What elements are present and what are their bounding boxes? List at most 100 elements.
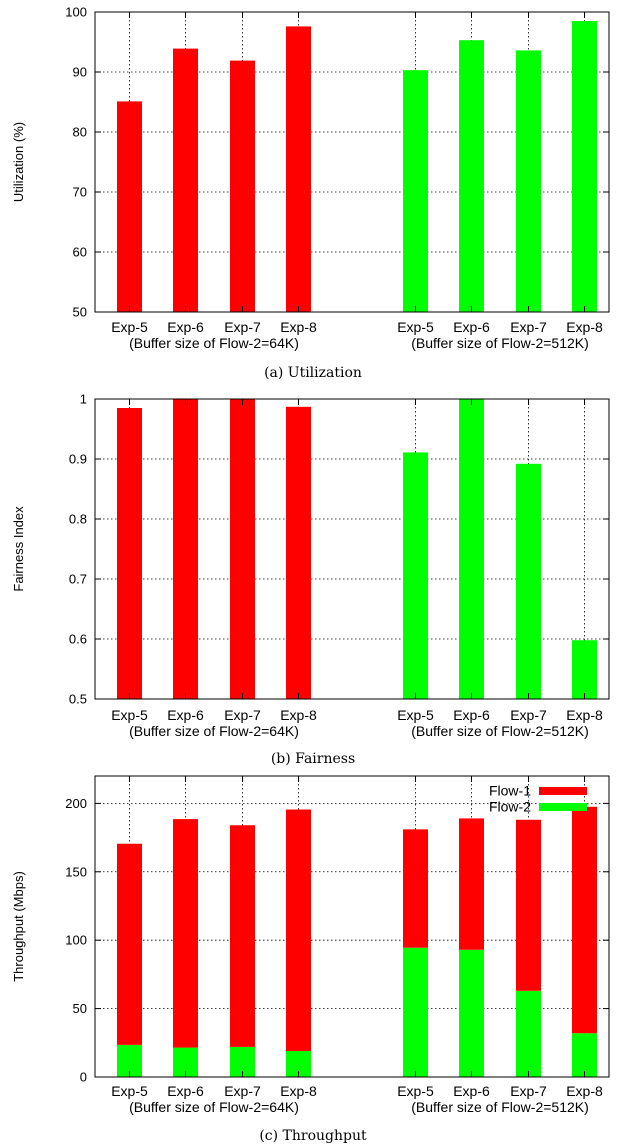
bar-flow-1-0 — [117, 843, 142, 1045]
bar-2 — [230, 399, 255, 699]
bar-flow-2-7 — [572, 1033, 597, 1077]
y-tick-label: 80 — [73, 125, 87, 140]
y-axis-label: Utilization (%) — [11, 122, 26, 202]
y-ticks: 0.5 0.6 0.7 0.8 0.9 1 — [69, 392, 609, 707]
x-tick-label: Exp-7 — [510, 707, 547, 723]
x-tick-label: Exp-8 — [566, 707, 603, 723]
bar-flow-2-6 — [516, 990, 541, 1077]
x-tick-label: Exp-7 — [224, 707, 261, 723]
bar-flow-1-7 — [572, 806, 597, 1034]
bar-flow-1-3 — [286, 809, 311, 1052]
bar-5 — [459, 399, 484, 699]
x-tick-label: Exp-7 — [510, 319, 547, 335]
bars — [117, 21, 597, 313]
y-axis-label: Throughput (Mbps) — [11, 871, 26, 982]
bar-flow-1-4 — [403, 829, 428, 948]
bar-4 — [403, 70, 428, 312]
x-tick-label: Exp-6 — [167, 707, 204, 723]
bar-flow-1-2 — [230, 825, 255, 1047]
plot-frame — [94, 775, 610, 1078]
y-tick-label: 150 — [65, 864, 87, 879]
y-tick-label: 70 — [73, 185, 87, 200]
x-tick-label: Exp-6 — [453, 319, 490, 335]
y-tick-label: 0.5 — [69, 692, 87, 707]
x-tick-label: Exp-5 — [397, 319, 434, 335]
bars — [117, 806, 597, 1077]
y-tick-label: 60 — [73, 245, 87, 260]
bar-2 — [230, 60, 255, 312]
plot-frame — [94, 11, 610, 313]
plot-frame — [94, 398, 610, 700]
x-tick-label: Exp-8 — [566, 319, 603, 335]
bar-7 — [572, 21, 597, 312]
bar-6 — [516, 463, 541, 699]
x-tick-label: Exp-5 — [111, 1083, 148, 1099]
y-ticks: 50 60 70 80 90 100 — [65, 5, 609, 320]
legend-label: Flow-1 — [489, 783, 531, 799]
x-tick-labels: Exp-5 Exp-6 Exp-7 Exp-8 Exp-5 Exp-6 Exp-7 Exp-8… — [111, 1083, 603, 1115]
bar-1 — [173, 399, 198, 699]
x-tick-label: Exp-8 — [566, 1083, 603, 1099]
chart-caption: (a) Utilization — [264, 365, 362, 381]
y-tick-label: 0.6 — [69, 632, 87, 647]
bar-flow-1-6 — [516, 819, 541, 991]
bar-0 — [117, 101, 142, 313]
group-label: (Buffer size of Flow-2=512K) — [411, 1099, 589, 1115]
bar-flow-1-1 — [173, 819, 198, 1048]
chart-caption: (b) Fairness — [271, 751, 355, 767]
y-tick-label: 200 — [65, 796, 87, 811]
group-label: (Buffer size of Flow-2=512K) — [411, 335, 589, 351]
bar-6 — [516, 50, 541, 313]
bar-3 — [286, 406, 311, 699]
y-tick-label: 100 — [65, 933, 87, 948]
bar-flow-1-5 — [459, 818, 484, 950]
x-tick-label: Exp-6 — [167, 1083, 204, 1099]
chart-caption: (c) Throughput — [259, 1128, 367, 1144]
y-tick-label: 50 — [73, 305, 87, 320]
bar-3 — [286, 26, 311, 313]
bars — [117, 399, 597, 699]
y-tick-label: 0 — [80, 1070, 87, 1085]
bar-flow-2-5 — [459, 949, 484, 1077]
x-tick-label: Exp-5 — [397, 1083, 434, 1099]
y-ticks: 0 50 100 150 200 — [65, 776, 609, 1085]
x-tick-label: Exp-5 — [111, 319, 148, 335]
group-label: (Buffer size of Flow-2=64K) — [129, 723, 299, 739]
y-tick-label: 0.8 — [69, 512, 87, 527]
x-tick-label: Exp-7 — [224, 319, 261, 335]
bar-5 — [459, 40, 484, 312]
x-tick-label: Exp-6 — [453, 1083, 490, 1099]
y-tick-label: 100 — [65, 5, 87, 20]
y-tick-label: 50 — [73, 1001, 87, 1016]
x-tick-label: Exp-6 — [453, 707, 490, 723]
y-tick-label: 90 — [73, 65, 87, 80]
y-axis-label: Fairness Index — [11, 506, 26, 592]
x-tick-label: Exp-6 — [167, 319, 204, 335]
x-tick-label: Exp-5 — [111, 707, 148, 723]
x-tick-labels: Exp-5 Exp-6 Exp-7 Exp-8 Exp-5 Exp-6 Exp-7 Exp-8… — [111, 707, 603, 739]
y-tick-label: 0.9 — [69, 452, 87, 467]
bar-1 — [173, 48, 198, 312]
legend-swatch-flow-1 — [539, 787, 587, 795]
x-tick-labels: Exp-5 Exp-6 Exp-7 Exp-8 Exp-5 Exp-6 Exp-7 Exp-8… — [111, 319, 603, 351]
legend-label: Flow-2 — [489, 799, 531, 815]
y-tick-label: 1 — [80, 392, 87, 407]
y-tick-label: 0.7 — [69, 572, 87, 587]
group-label: (Buffer size of Flow-2=64K) — [129, 335, 299, 351]
x-tick-label: Exp-7 — [224, 1083, 261, 1099]
x-tick-label: Exp-8 — [280, 707, 317, 723]
legend-swatch-flow-2 — [539, 803, 587, 811]
x-tick-label: Exp-7 — [510, 1083, 547, 1099]
group-label: (Buffer size of Flow-2=512K) — [411, 723, 589, 739]
bar-7 — [572, 640, 597, 699]
bar-4 — [403, 452, 428, 699]
bar-0 — [117, 408, 142, 699]
x-tick-label: Exp-8 — [280, 319, 317, 335]
x-tick-label: Exp-5 — [397, 707, 434, 723]
bar-flow-2-4 — [403, 947, 428, 1077]
group-label: (Buffer size of Flow-2=64K) — [129, 1099, 299, 1115]
